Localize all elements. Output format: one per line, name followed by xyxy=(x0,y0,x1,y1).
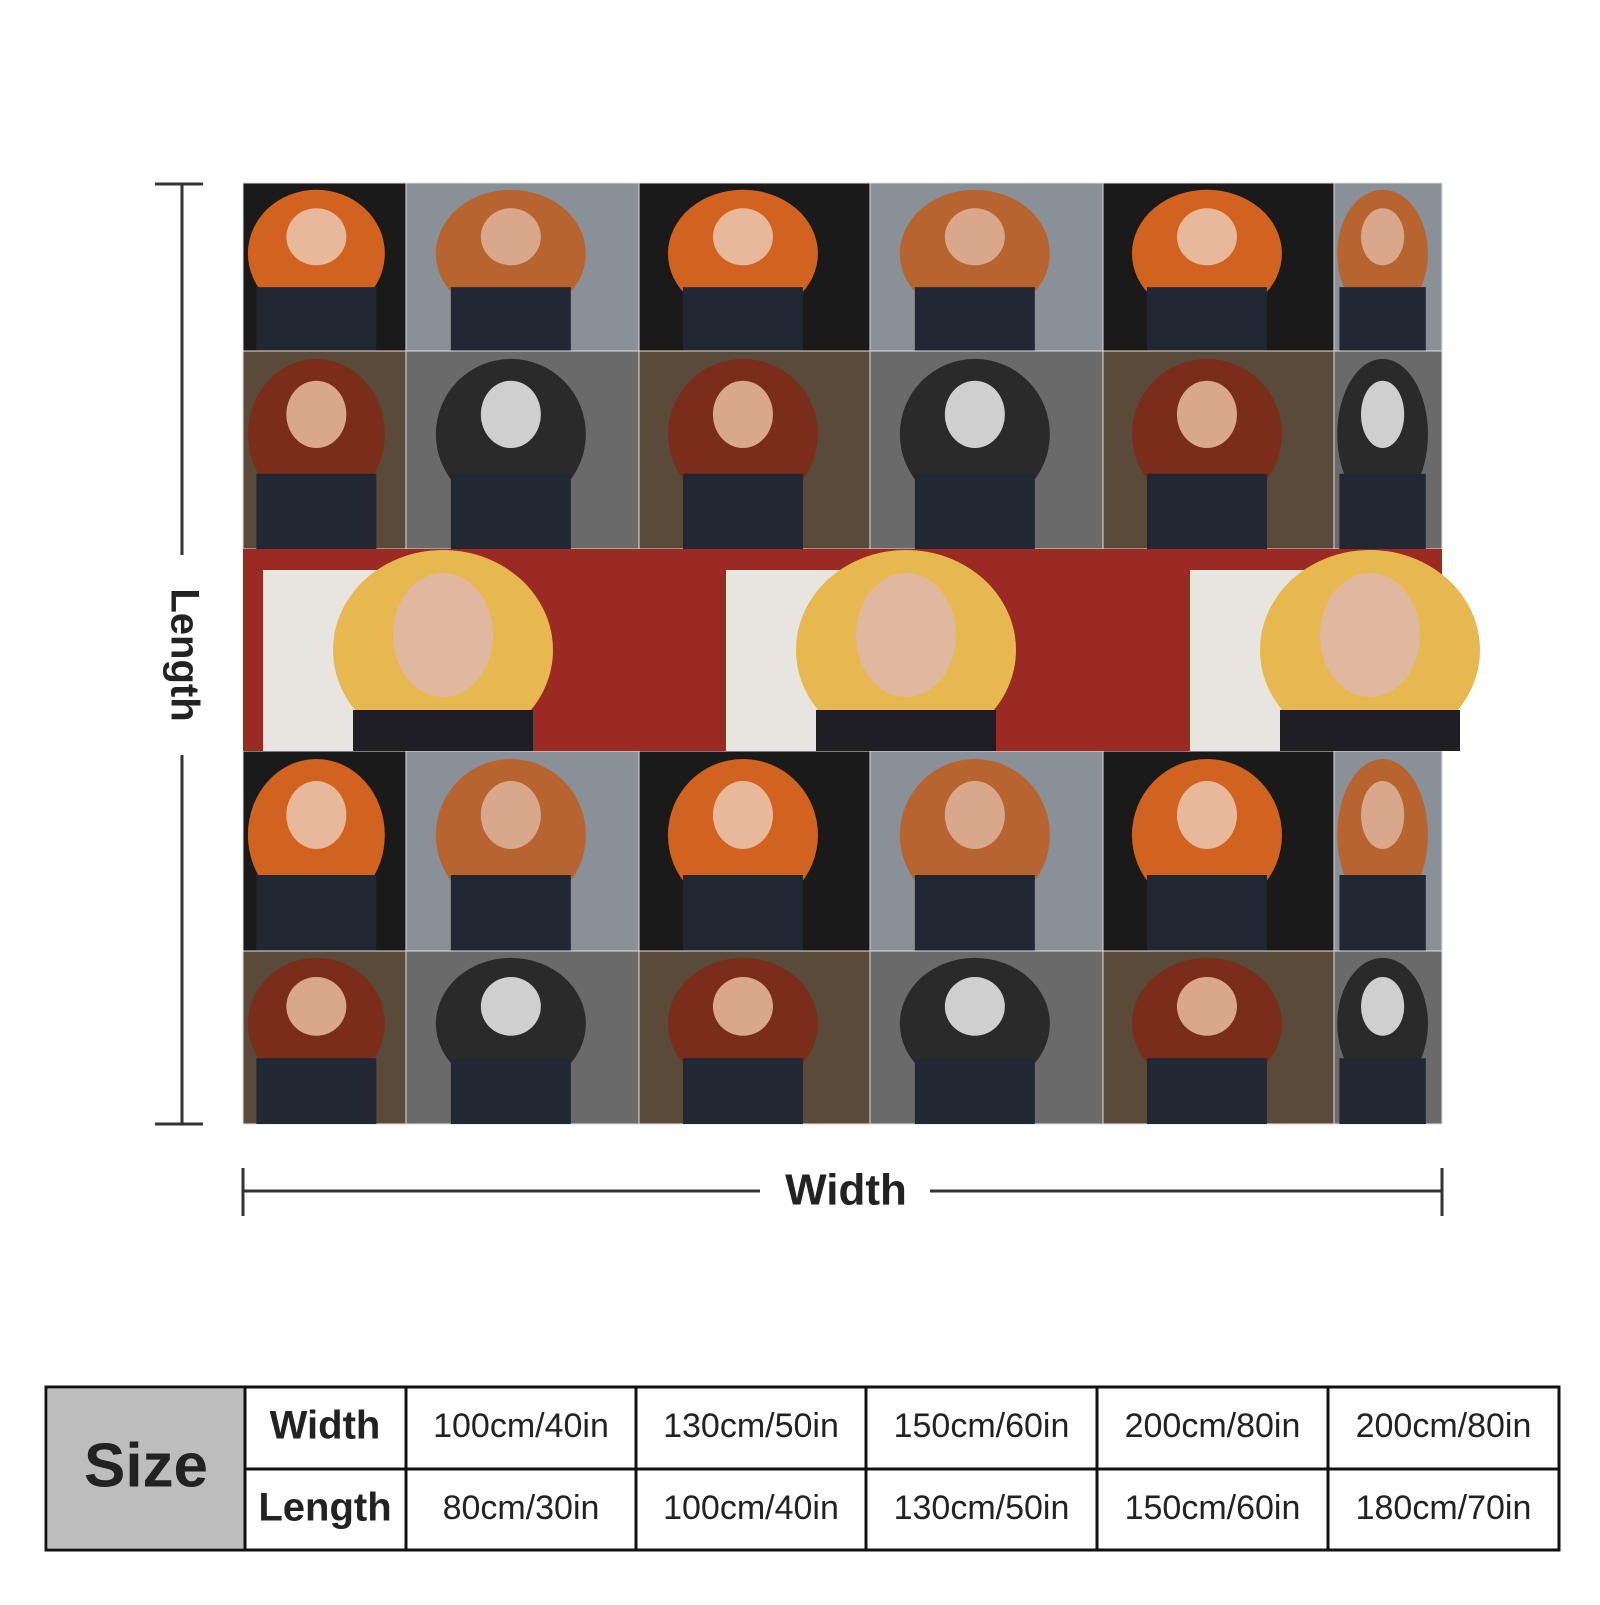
row-header: Width xyxy=(270,1404,381,1448)
face xyxy=(1176,976,1237,1036)
size-cell: 200cm/80in xyxy=(1125,1407,1301,1445)
face xyxy=(286,380,347,449)
body xyxy=(450,875,571,951)
body xyxy=(353,710,533,751)
body xyxy=(1146,287,1267,351)
face xyxy=(1320,573,1420,697)
face xyxy=(286,976,347,1036)
face xyxy=(480,781,541,849)
table-corner: Size xyxy=(84,1431,208,1500)
face xyxy=(286,781,347,849)
face xyxy=(944,208,1005,266)
width-arrow xyxy=(241,1168,1444,1216)
face xyxy=(856,573,956,697)
body xyxy=(256,473,377,549)
size-cell: 100cm/40in xyxy=(433,1407,609,1445)
face xyxy=(480,976,541,1036)
size-cell: 80cm/30in xyxy=(443,1489,600,1527)
face xyxy=(480,380,541,449)
face xyxy=(1361,976,1405,1036)
body xyxy=(682,287,803,351)
face xyxy=(1361,208,1405,266)
body xyxy=(914,1058,1035,1124)
body xyxy=(256,287,377,351)
body xyxy=(682,875,803,951)
size-cell: 150cm/60in xyxy=(894,1407,1070,1445)
body xyxy=(256,1058,377,1124)
face xyxy=(286,208,347,266)
width-label: Width xyxy=(785,1166,907,1215)
face xyxy=(1176,380,1237,449)
face xyxy=(393,573,493,697)
body xyxy=(1339,1058,1426,1124)
face xyxy=(712,976,773,1036)
face xyxy=(1176,208,1237,266)
face xyxy=(944,781,1005,849)
body xyxy=(1339,875,1426,951)
body xyxy=(1339,287,1426,351)
face xyxy=(712,208,773,266)
size-cell: 130cm/50in xyxy=(663,1407,839,1445)
body xyxy=(256,875,377,951)
body xyxy=(816,710,996,751)
row-header: Length xyxy=(258,1486,391,1530)
body xyxy=(914,473,1035,549)
face xyxy=(712,380,773,449)
size-cell: 130cm/50in xyxy=(894,1489,1070,1527)
body xyxy=(1280,710,1460,751)
body xyxy=(1339,473,1426,549)
body xyxy=(450,287,571,351)
size-table: Size Width 100cm/40in 130cm/50in 150cm/60in… xyxy=(44,1385,1561,1552)
face xyxy=(712,781,773,849)
size-cell: 180cm/70in xyxy=(1356,1489,1532,1527)
body xyxy=(682,473,803,549)
size-cell: 100cm/40in xyxy=(663,1489,839,1527)
body xyxy=(1146,473,1267,549)
face xyxy=(1176,781,1237,849)
face xyxy=(944,380,1005,449)
length-label: Length xyxy=(162,588,206,721)
body xyxy=(914,875,1035,951)
body xyxy=(1146,1058,1267,1124)
body xyxy=(1146,875,1267,951)
body xyxy=(682,1058,803,1124)
face xyxy=(480,208,541,266)
body xyxy=(450,473,571,549)
length-arrow xyxy=(155,182,203,1126)
face xyxy=(1361,781,1405,849)
face xyxy=(944,976,1005,1036)
blanket xyxy=(242,182,1480,1125)
size-cell: 200cm/80in xyxy=(1356,1407,1532,1445)
size-cell: 150cm/60in xyxy=(1125,1489,1301,1527)
body xyxy=(914,287,1035,351)
face xyxy=(1361,380,1405,449)
body xyxy=(450,1058,571,1124)
